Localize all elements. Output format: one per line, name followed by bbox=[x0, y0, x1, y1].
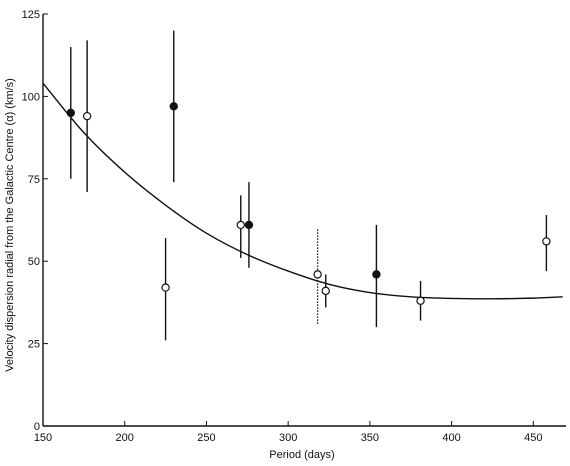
open-data-point bbox=[542, 237, 551, 246]
y-tick-label: 75 bbox=[28, 174, 40, 186]
x-axis-label: Period (days) bbox=[269, 449, 334, 461]
x-tick-label: 400 bbox=[442, 432, 460, 444]
y-tick-label: 0 bbox=[34, 421, 40, 433]
y-tick-label: 125 bbox=[22, 9, 40, 21]
x-tick-label: 300 bbox=[279, 432, 297, 444]
x-tick-label: 250 bbox=[197, 432, 215, 444]
y-tick-label: 50 bbox=[28, 256, 40, 268]
filled-data-point bbox=[169, 102, 178, 111]
y-tick-label: 25 bbox=[28, 339, 40, 351]
open-data-point bbox=[313, 270, 322, 279]
filled-data-point bbox=[66, 108, 75, 118]
axis-ticks: 150 200 250 300 350 400 450 0 25 50 75 100 125 bbox=[22, 9, 543, 444]
open-data-point bbox=[416, 296, 425, 305]
x-tick-label: 350 bbox=[361, 432, 379, 444]
fit-curve-layer bbox=[42, 82, 563, 300]
x-tick-label: 200 bbox=[116, 432, 134, 444]
open-data-point bbox=[82, 111, 92, 121]
filled-data-point bbox=[372, 270, 381, 279]
x-tick-label: 150 bbox=[34, 432, 52, 444]
x-tick-label: 450 bbox=[524, 432, 542, 444]
open-data-point bbox=[321, 286, 330, 296]
data-points-layer bbox=[66, 30, 551, 341]
filled-data-point bbox=[244, 220, 254, 230]
y-axis-label: Velocity dispersion radial from the Gala… bbox=[4, 78, 16, 372]
y-tick-label: 100 bbox=[22, 91, 40, 103]
open-data-point bbox=[161, 283, 170, 292]
axes bbox=[42, 14, 566, 427]
fit-curve bbox=[42, 82, 563, 300]
open-data-point bbox=[236, 220, 245, 230]
